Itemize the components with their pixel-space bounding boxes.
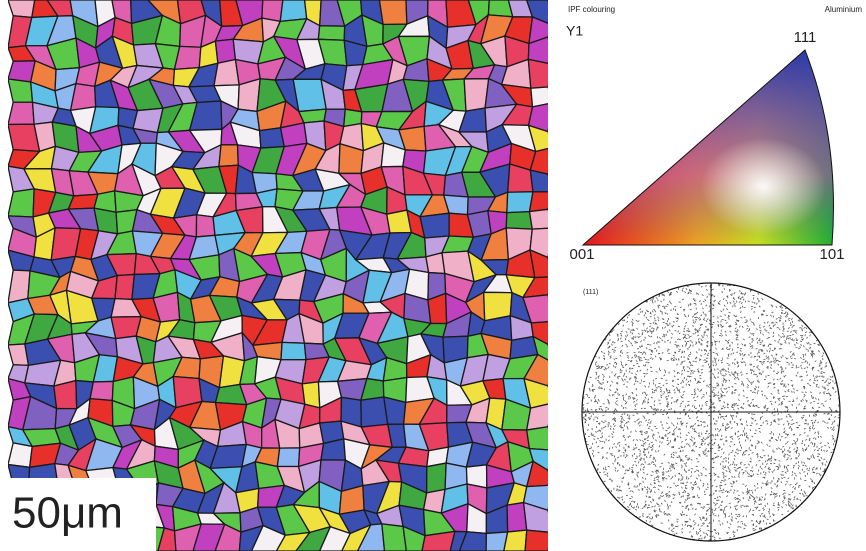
grain [277, 448, 299, 467]
grain [219, 145, 238, 167]
grain [196, 215, 215, 237]
grain [530, 170, 553, 192]
phase-name: Aluminium [825, 5, 863, 14]
grain [524, 503, 554, 533]
grain [8, 189, 34, 217]
grain [281, 342, 306, 359]
grain [8, 443, 32, 467]
figure: 50μm IPF colouring Aluminium Y1 111 001 … [0, 0, 866, 551]
corner-label: 101 [819, 246, 844, 263]
grain [420, 213, 449, 238]
grain [529, 209, 553, 229]
direction: Y1 [566, 23, 583, 39]
grain [528, 59, 553, 88]
grain [504, 530, 527, 551]
grain [280, 0, 306, 21]
grain [174, 46, 200, 69]
grain [361, 397, 388, 427]
grain [115, 274, 134, 299]
pole-figure-label: (111) [583, 289, 598, 296]
grain [427, 463, 446, 493]
grain [531, 87, 553, 107]
grain-map [8, 0, 553, 551]
grain [384, 397, 406, 424]
ipf-title: IPF colouring [568, 5, 615, 14]
ipf-triangle [583, 50, 833, 245]
grain [525, 530, 553, 551]
grain [507, 192, 533, 213]
grain [281, 123, 307, 147]
grain [8, 0, 35, 17]
grain [8, 102, 34, 124]
scale-bar-label: 50μm [12, 489, 123, 538]
grain [8, 270, 30, 303]
grain [8, 79, 33, 102]
grain [379, 0, 406, 24]
grain [54, 381, 77, 409]
grain [90, 381, 113, 400]
grain [506, 212, 532, 230]
corner-label: 111 [794, 29, 817, 46]
pole-figure [581, 283, 840, 542]
grain [527, 427, 554, 450]
corner-label: 001 [569, 246, 594, 263]
grain [318, 26, 344, 41]
grain [529, 192, 553, 212]
